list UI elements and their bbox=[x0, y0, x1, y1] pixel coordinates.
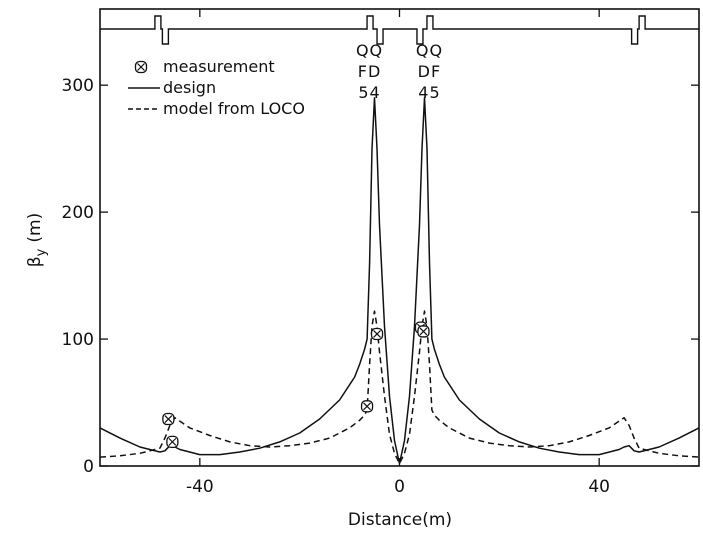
magnet-label-line: 54 bbox=[358, 83, 380, 102]
x-tick-label: 0 bbox=[394, 477, 405, 497]
y-tick-label: 0 bbox=[83, 457, 94, 477]
legend-label: design bbox=[163, 78, 216, 97]
legend-item: model from LOCO bbox=[128, 99, 305, 118]
magnet-label: QQ DF 45 bbox=[416, 41, 443, 102]
measurement-point bbox=[370, 327, 384, 341]
legend-label: model from LOCO bbox=[163, 99, 305, 118]
magnet-label-line: 45 bbox=[418, 83, 440, 102]
legend: measurement design model from LOCO bbox=[128, 57, 305, 118]
y-tick-label: 100 bbox=[62, 330, 94, 350]
marker-cross-b bbox=[164, 415, 173, 423]
y-axis-label-unit: (m) bbox=[25, 213, 45, 243]
svg-text:βy(m): βy (m) bbox=[25, 213, 49, 267]
lattice-line bbox=[100, 15, 699, 45]
x-axis-label: Distance(m) bbox=[348, 510, 452, 530]
legend-item: design bbox=[128, 78, 216, 97]
series-model-from-loco bbox=[99, 310, 700, 465]
measurement-point bbox=[166, 435, 179, 449]
marker-cross-b bbox=[137, 63, 145, 71]
marker-cross-b bbox=[168, 437, 177, 446]
legend-marker bbox=[134, 60, 148, 74]
legend-label: measurement bbox=[163, 57, 275, 76]
marker-cross-b bbox=[363, 402, 371, 411]
magnet-label-line: QQ bbox=[356, 41, 383, 60]
y-tick-label: 300 bbox=[62, 76, 94, 96]
magnet-label-line: DF bbox=[418, 62, 442, 81]
x-tick-label: -40 bbox=[186, 477, 214, 497]
y-axis-label-main: β bbox=[25, 256, 45, 267]
measurement-point bbox=[417, 325, 430, 338]
y-axis-label: βy (m) bbox=[25, 213, 49, 267]
magnet-label-line: QQ bbox=[416, 41, 443, 60]
y-axis-label-sub: y bbox=[34, 248, 49, 256]
measurement-point bbox=[360, 400, 374, 413]
y-tick-label: 200 bbox=[62, 203, 94, 223]
legend-item: measurement bbox=[134, 57, 275, 76]
magnet-label: QQ FD 54 bbox=[356, 41, 383, 102]
magnet-label-line: FD bbox=[358, 62, 382, 81]
x-tick-label: 40 bbox=[588, 477, 610, 497]
measurement-point bbox=[162, 412, 175, 426]
marker-cross-b bbox=[419, 327, 428, 336]
marker-cross-b bbox=[373, 330, 381, 338]
